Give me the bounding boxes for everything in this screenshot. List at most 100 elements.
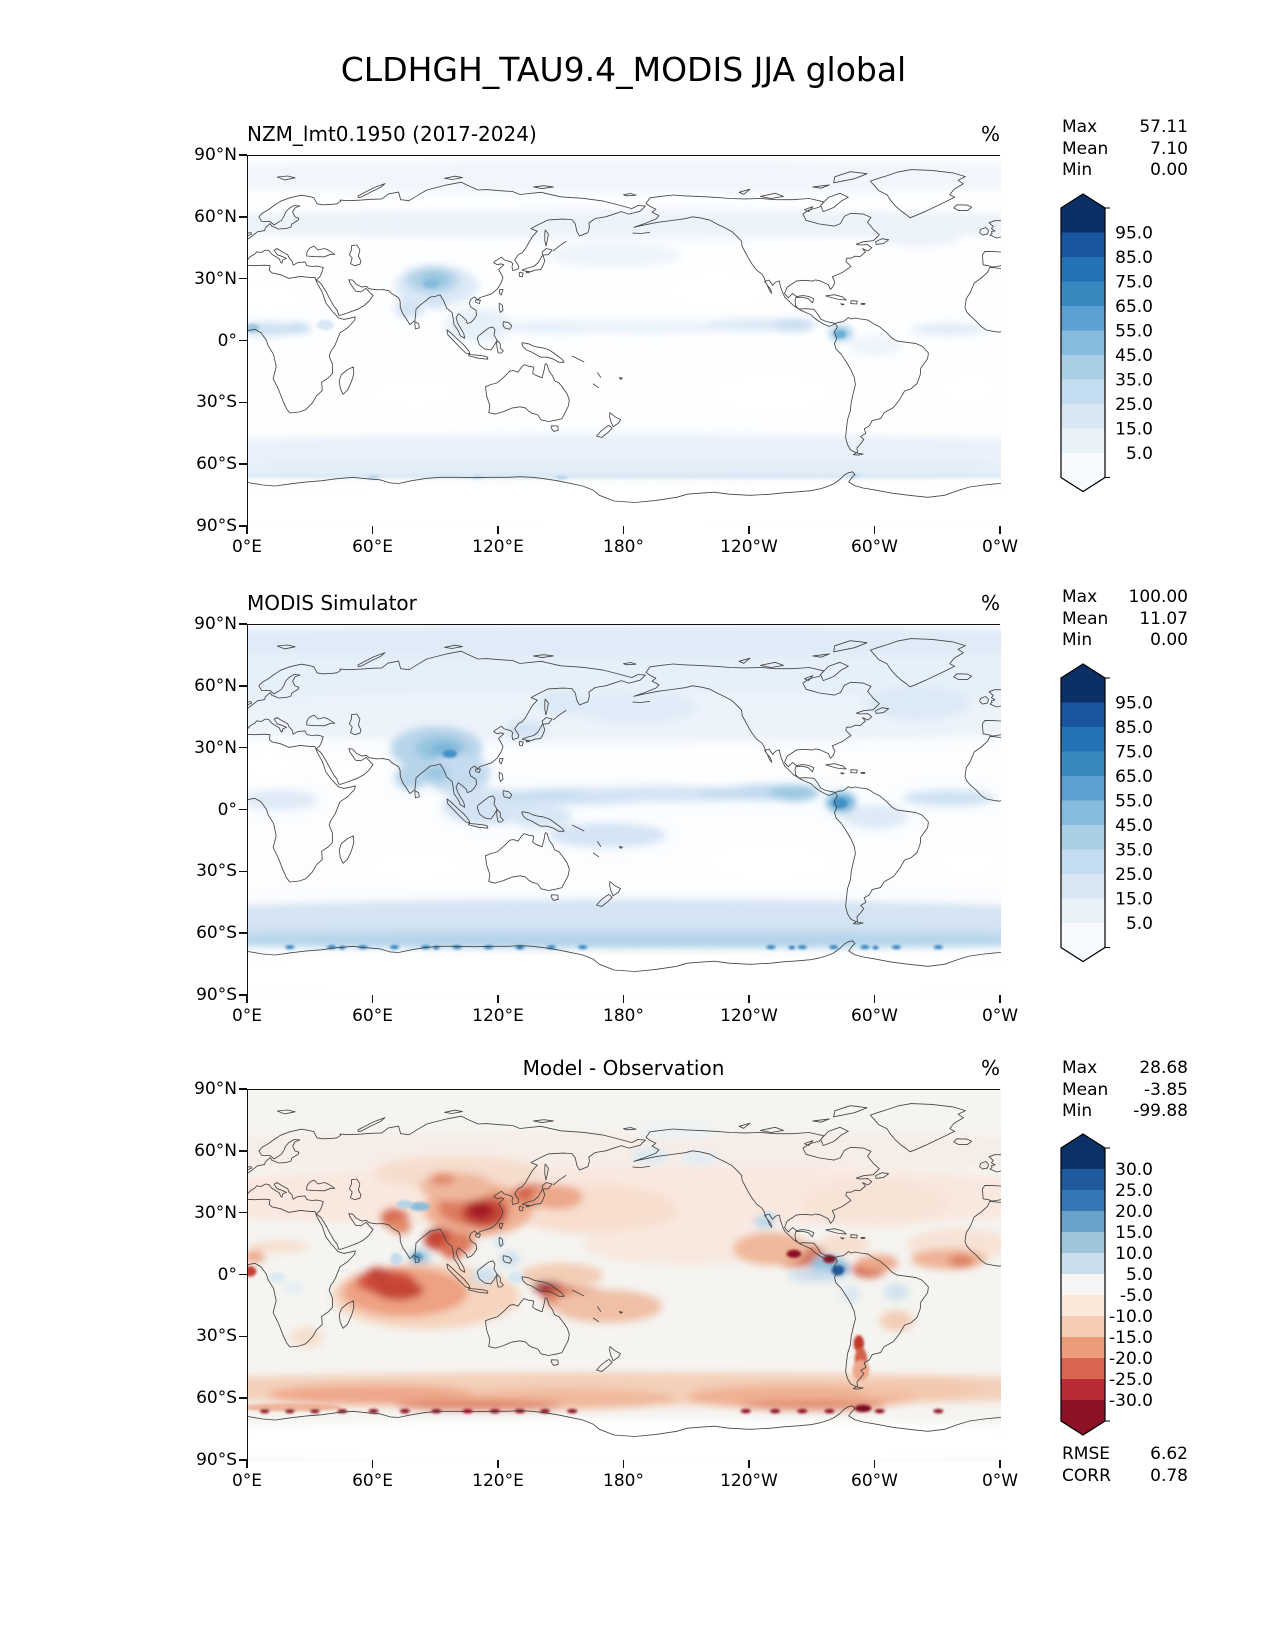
x-tick-label: 60°W [851,537,898,557]
stat-value: 0.00 [1150,160,1188,180]
colorbar-tick-label: -30.0 [1109,1391,1153,1411]
colorbar-tick-label: -10.0 [1109,1307,1153,1327]
x-tick-label: 120°E [472,1006,524,1026]
y-tick-label: 30°N [194,268,237,289]
panel-title: MODIS Simulator [247,591,417,615]
colorbar-tick-label: 65.0 [1115,297,1153,317]
y-tick-mark [239,932,247,934]
y-tick-label: 30°N [194,737,237,758]
x-tick-label: 120°E [472,1471,524,1491]
colorbar-tick-label: 30.0 [1115,1160,1153,1180]
coastlines [248,169,1001,503]
stat-row: Min 0.00 [1062,160,1188,182]
x-tick-mark [371,1460,374,1468]
stat-label: Mean [1062,608,1109,629]
x-tick-mark [622,995,625,1003]
colorbar-tick-label: -5.0 [1120,1286,1153,1306]
stat-value: 0.00 [1150,630,1188,650]
colorbar-tick-label: -25.0 [1109,1370,1153,1390]
coastlines [248,1103,1001,1437]
metric-label: CORR [1062,1465,1111,1486]
map-svg [248,156,1001,527]
colorbar-tick-label: 25.0 [1115,395,1153,415]
x-tick-mark [999,995,1001,1003]
stat-row: Max 57.11 [1062,117,1188,139]
x-tick-label: 120°W [720,1006,778,1026]
y-tick-mark [239,401,247,404]
y-tick-mark [239,746,247,749]
stat-label: Max [1062,587,1098,607]
contour-shading-detail [248,279,1001,480]
colorbar-tick-label: 45.0 [1115,816,1153,836]
y-tick-label: 90°S [196,1450,237,1470]
colorbar-tick-label: 75.0 [1115,273,1153,293]
y-tick-label: 60°S [196,923,237,944]
y-tick-mark [239,1459,247,1461]
stat-row: Min -99.88 [1062,1101,1188,1123]
y-tick-mark [239,623,247,625]
colorbar-tick-label: 35.0 [1115,841,1153,861]
x-tick-mark [873,995,876,1003]
stat-label: Min [1062,630,1093,650]
y-tick-mark [239,1150,247,1152]
contour-shading [248,1123,1001,1461]
x-tick-label: 0°E [231,537,263,557]
stat-row: Min 0.00 [1062,630,1188,652]
stat-row: RMSE 6.62 [1062,1444,1188,1466]
colorbar-tick-label: 25.0 [1115,865,1153,885]
y-tick-mark [239,1088,247,1090]
stat-row: Max 28.68 [1062,1058,1188,1080]
y-tick-label: 0° [217,1264,237,1285]
x-tick-mark [246,995,248,1003]
x-tick-label: 0°E [231,1471,263,1491]
stat-value: 11.07 [1139,608,1188,629]
colorbar-tick-label: 35.0 [1115,371,1153,391]
x-tick-label: 0°W [981,1471,1019,1491]
y-tick-mark [239,525,247,527]
y-tick-label: 0° [217,799,237,820]
x-tick-label: 120°W [720,1471,778,1491]
y-tick-mark [239,870,247,873]
stat-value: 7.10 [1150,138,1188,159]
y-tick-label: 30°S [196,392,237,413]
colorbar-tick-label: 85.0 [1115,718,1153,738]
stat-row: Mean 7.10 [1062,139,1188,161]
y-tick-label: 60°S [196,454,237,475]
y-tick-mark [239,1335,247,1338]
y-tick-mark [239,685,247,687]
coastlines [248,638,1001,972]
y-tick-label: 0° [217,330,237,351]
y-tick-label: 90°N [194,614,237,634]
x-tick-label: 120°W [720,537,778,557]
y-tick-label: 60°N [194,1140,237,1161]
x-tick-label: 180° [603,1006,644,1026]
unit-label: % [980,591,1000,615]
x-tick-label: 180° [603,1471,644,1491]
x-tick-mark [246,526,248,534]
y-tick-mark [239,339,247,342]
x-tick-mark [999,526,1001,534]
colorbar-svg: 95.0 85.0 75.0 65.0 55.0 45.0 35.0 25.0 15.0 5.0 [1060,193,1153,493]
colorbar-tick-label: 55.0 [1115,792,1153,812]
colorbar-tick-label: 95.0 [1115,224,1153,244]
colorbar-tick-label: 45.0 [1115,346,1153,366]
unit-label: % [980,1056,1000,1080]
x-tick-label: 60°E [352,537,393,557]
y-tick-mark [239,216,247,218]
map-svg [248,1090,1001,1461]
y-tick-label: 90°S [196,516,237,536]
y-tick-mark [239,1397,247,1399]
x-tick-label: 0°W [981,537,1019,557]
x-tick-label: 60°E [352,1471,393,1491]
colorbar-tick-label: 15.0 [1115,1223,1153,1243]
stat-row: Max 100.00 [1062,587,1188,609]
x-tick-mark [497,526,499,534]
stat-value: 57.11 [1139,117,1188,137]
colorbar-tick-label: -20.0 [1109,1349,1153,1369]
stat-label: Min [1062,160,1093,180]
stats-block: Max 28.68 Mean -3.85 Min -99.88 [1062,1058,1188,1123]
y-tick-label: 90°N [194,1079,237,1099]
y-tick-mark [239,808,247,811]
y-tick-label: 90°S [196,985,237,1005]
colorbar: 30.0 25.0 20.0 15.0 10.0 5.0 -5.0 -10.0 -15.0 -20… [1050,1128,1220,1449]
